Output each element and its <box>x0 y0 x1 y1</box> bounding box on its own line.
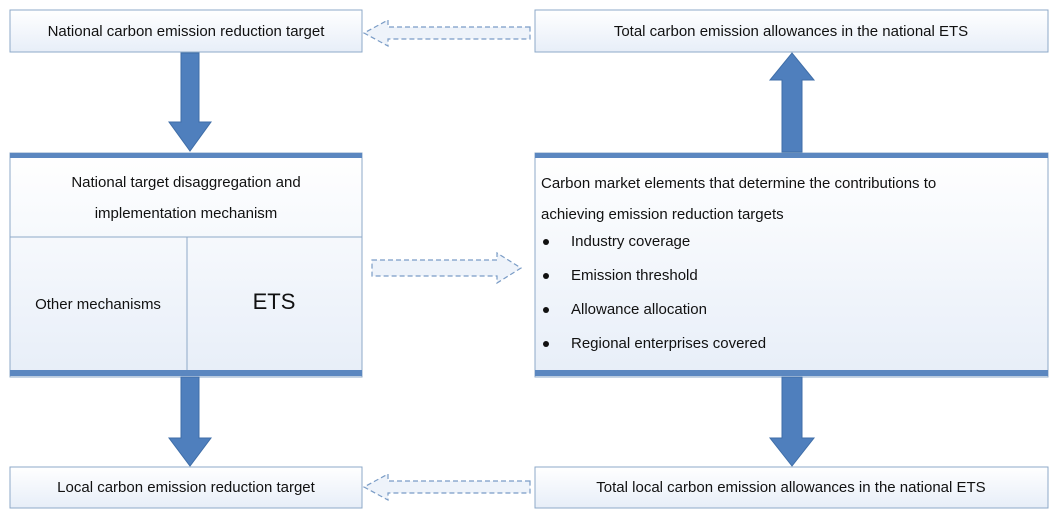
bullet <box>543 307 549 313</box>
bar <box>10 370 362 376</box>
arrow <box>768 52 816 153</box>
bullet-label: Regional enterprises covered <box>571 335 766 352</box>
node-label: National target disaggregation and implem… <box>71 174 300 222</box>
arrow <box>168 52 212 152</box>
box <box>534 152 1049 378</box>
bar <box>535 370 1048 376</box>
bar <box>535 153 1048 158</box>
box <box>534 9 1049 53</box>
dashed-arrow <box>362 472 531 502</box>
part-label: Other mechanisms <box>35 296 161 313</box>
bullet-label: Emission threshold <box>571 267 698 284</box>
bullet <box>543 341 549 347</box>
part-label: ETS <box>253 289 296 314</box>
node-label: National carbon emission reduction targe… <box>48 23 326 40</box>
bullet-label: Allowance allocation <box>571 301 707 318</box>
arrow <box>768 376 816 467</box>
arrow <box>168 376 212 467</box>
dashed-arrow <box>362 18 531 48</box>
bullet <box>543 273 549 279</box>
box <box>9 466 363 509</box>
bullet-list: Industry coverage Emission threshold Allow… <box>543 233 766 352</box>
box <box>9 9 363 53</box>
node-label: Carbon market elements that determine th… <box>541 175 936 223</box>
bullet-label: Industry coverage <box>571 233 690 250</box>
node-label: Total carbon emission allowances in the … <box>614 23 968 40</box>
bar <box>10 153 362 158</box>
bullet <box>543 239 549 245</box>
node-label: Local carbon emission reduction target <box>57 479 315 496</box>
box <box>534 466 1049 509</box>
dashed-arrow <box>371 251 523 285</box>
node-label: Total local carbon emission allowances i… <box>596 479 985 496</box>
